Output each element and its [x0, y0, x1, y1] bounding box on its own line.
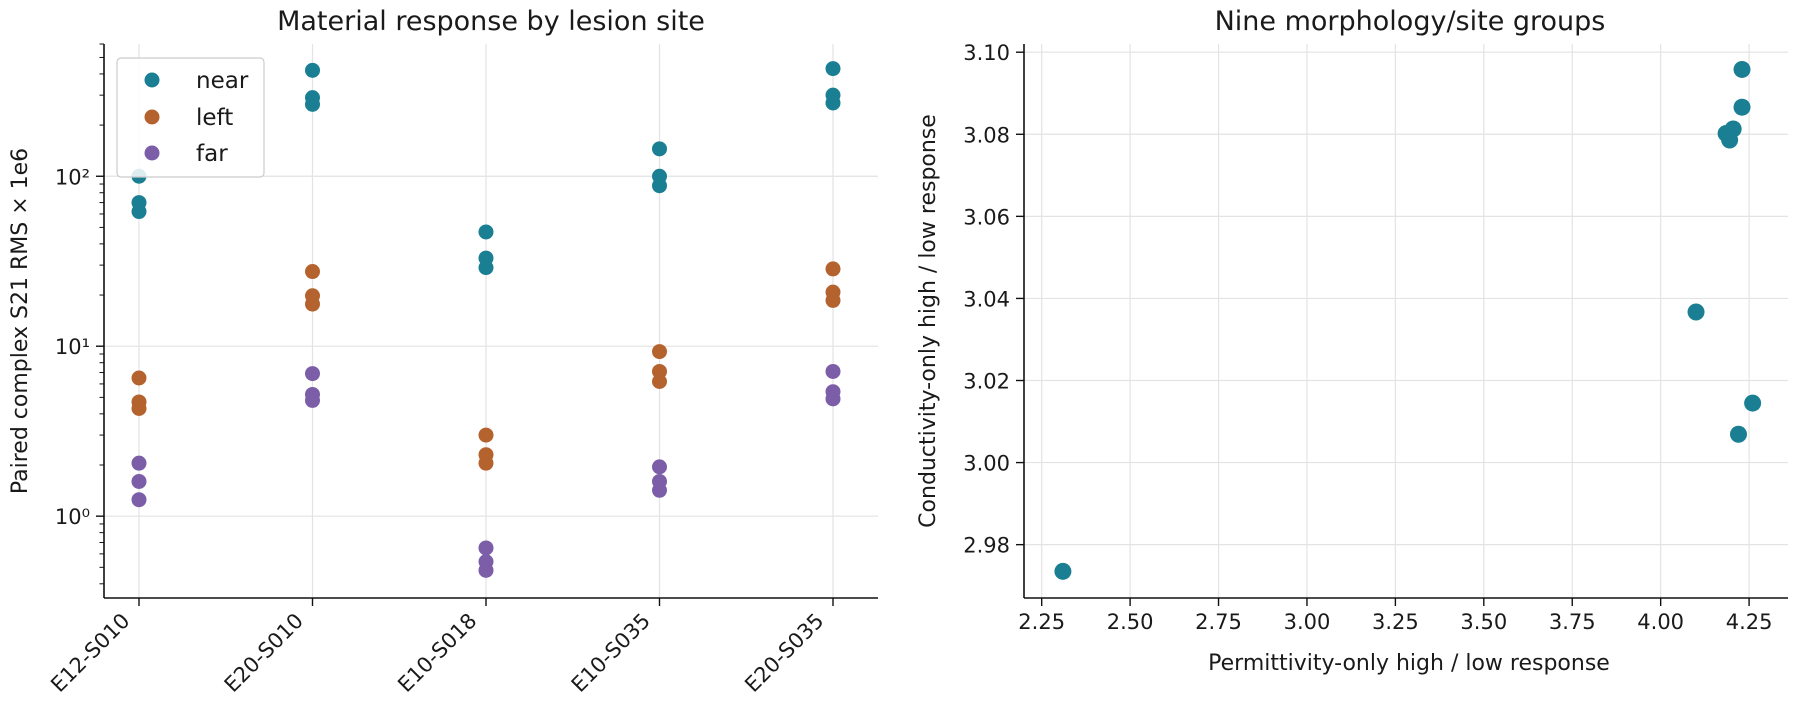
data-point-left	[305, 296, 320, 312]
left-chart-title: Material response by lesion site	[277, 6, 705, 37]
right-x-tick-label: 2.75	[1195, 610, 1242, 634]
legend-label-near: near	[196, 68, 249, 94]
data-point-near	[825, 61, 841, 77]
legend: near left far	[116, 57, 265, 178]
right-grid	[1024, 44, 1788, 598]
right-y-axis-label: Conductivity-only high / low response	[916, 114, 941, 528]
data-point-near	[825, 95, 841, 111]
data-point-far	[305, 366, 320, 382]
left-x-tick-label: E20-S010	[220, 609, 308, 697]
right-x-tick-label: 4.00	[1637, 610, 1684, 634]
right-x-tick-label: 3.75	[1549, 610, 1596, 634]
right-x-ticks: 2.25 2.50 2.75 3.00 3.25 3.50 3.75 4.00 4.25	[1018, 598, 1772, 634]
right-y-tick-label: 3.10	[963, 41, 1010, 65]
left-x-tick-label: E12-S010	[46, 609, 134, 697]
right-y-tick-label: 3.06	[963, 205, 1010, 229]
scatter-point	[1744, 394, 1762, 412]
legend-label-left: left	[196, 105, 233, 131]
data-point-far	[131, 455, 147, 471]
scatter-point	[1729, 425, 1747, 443]
left-x-tick-label: E20-S035	[740, 609, 828, 697]
scatter-point	[1724, 120, 1742, 138]
left-x-tick-label: E10-S018	[393, 609, 481, 697]
data-point-far	[652, 482, 667, 498]
right-chart-title: Nine morphology/site groups	[1215, 6, 1606, 37]
left-y-tick-label: 10¹	[55, 335, 90, 359]
data-point-near	[652, 178, 667, 194]
left-panel: Material response by lesion site 10⁰10¹1…	[8, 6, 878, 697]
data-point-left	[825, 261, 841, 277]
left-marks	[131, 61, 841, 578]
right-panel: Nine morphology/site groups 2.98 3.00 3.02…	[916, 6, 1788, 676]
right-x-tick-label: 3.00	[1284, 610, 1331, 634]
data-point-near	[478, 260, 494, 276]
data-point-far	[131, 492, 147, 508]
data-point-left	[825, 292, 841, 308]
left-y-tick-label: 10⁰	[55, 505, 90, 529]
data-point-far	[478, 540, 494, 556]
data-point-near	[652, 141, 667, 157]
data-point-left	[478, 427, 494, 443]
data-point-far	[825, 391, 841, 407]
data-point-left	[131, 370, 147, 386]
data-point-near	[478, 224, 494, 240]
scatter-point	[1054, 562, 1072, 580]
scatter-point	[1733, 98, 1751, 116]
data-point-far	[825, 363, 841, 379]
right-x-tick-label: 3.25	[1372, 610, 1419, 634]
left-y-axis-label: Paired complex S21 RMS × 1e6	[8, 148, 33, 494]
right-y-tick-label: 3.02	[963, 370, 1010, 394]
data-point-near	[305, 62, 320, 78]
data-point-left	[652, 373, 667, 389]
data-point-left	[478, 455, 494, 471]
left-y-tick-label: 10²	[55, 165, 90, 189]
right-y-ticks: 2.98 3.00 3.02 3.04 3.06 3.08 3.10	[963, 41, 1024, 558]
left-x-ticks: E12-S010 E20-S010 E10-S018 E10-S035 E20-S035	[46, 598, 834, 697]
left-y-ticks: 10⁰ 10¹ 10²	[55, 43, 104, 585]
data-point-left	[305, 264, 320, 280]
data-point-near	[131, 204, 147, 220]
right-marks	[1054, 60, 1762, 580]
right-x-tick-label: 2.50	[1107, 610, 1154, 634]
data-point-far	[652, 459, 667, 475]
legend-marker-far	[144, 145, 160, 161]
right-x-axis-label: Permittivity-only high / low response	[1208, 651, 1610, 676]
legend-marker-left	[144, 109, 160, 125]
legend-label-far: far	[196, 141, 228, 167]
data-point-far	[305, 392, 320, 408]
scatter-point	[1687, 303, 1705, 321]
data-point-left	[131, 401, 147, 417]
right-x-tick-label: 4.25	[1726, 610, 1773, 634]
right-y-tick-label: 3.00	[963, 452, 1010, 476]
scatter-point	[1733, 60, 1751, 78]
right-x-tick-label: 3.50	[1460, 610, 1507, 634]
right-y-tick-label: 3.08	[963, 123, 1010, 147]
left-grid	[104, 44, 878, 598]
data-point-far	[131, 473, 147, 489]
legend-marker-near	[144, 72, 160, 88]
data-point-near	[305, 96, 320, 112]
right-x-tick-label: 2.25	[1018, 610, 1065, 634]
right-y-tick-label: 3.04	[963, 287, 1010, 311]
data-point-left	[652, 344, 667, 360]
left-x-tick-label: E10-S035	[567, 609, 655, 697]
right-y-tick-label: 2.98	[963, 534, 1010, 558]
data-point-far	[478, 562, 494, 578]
